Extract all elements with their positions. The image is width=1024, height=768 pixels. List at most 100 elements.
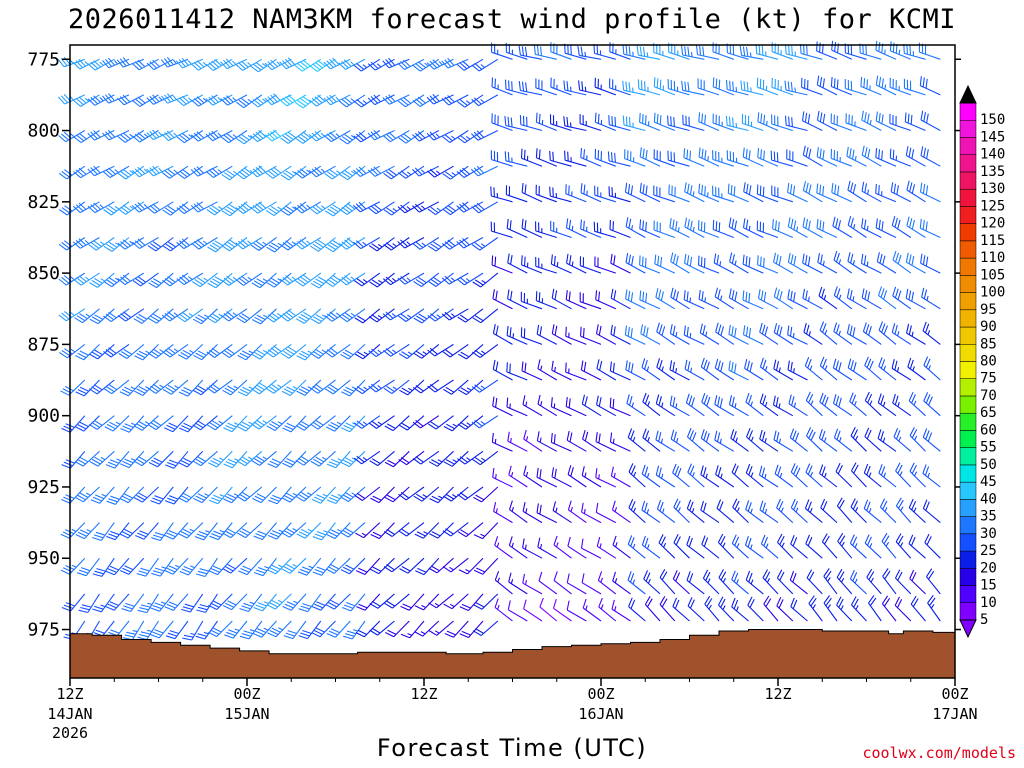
wind-barb bbox=[624, 182, 646, 203]
wind-barb bbox=[628, 463, 646, 488]
wind-barb bbox=[264, 93, 292, 106]
wind-barb bbox=[910, 595, 926, 622]
credit-link[interactable]: coolwx.com/models bbox=[862, 744, 1016, 762]
wind-barb bbox=[763, 595, 779, 622]
wind-barb bbox=[759, 429, 779, 452]
wind-barb bbox=[608, 115, 631, 132]
wind-barb bbox=[565, 218, 587, 238]
wind-barb bbox=[324, 343, 351, 358]
wind-barb bbox=[624, 149, 646, 167]
wind-barb bbox=[890, 182, 912, 203]
wind-barb bbox=[596, 395, 617, 417]
wind-barb bbox=[539, 597, 558, 622]
wind-barb bbox=[836, 568, 853, 595]
wind-barb bbox=[566, 430, 587, 452]
wind-barb bbox=[72, 58, 100, 70]
wind-barb bbox=[309, 415, 336, 430]
wind-barb bbox=[325, 201, 351, 217]
wind-barb bbox=[220, 272, 248, 286]
wind-barb bbox=[799, 43, 823, 60]
wind-barb bbox=[382, 94, 410, 105]
wind-barb bbox=[741, 113, 764, 132]
wind-barb bbox=[522, 538, 543, 559]
wind-barb bbox=[757, 112, 779, 132]
wind-barb bbox=[639, 255, 661, 274]
wind-barb bbox=[283, 620, 307, 640]
wind-barb bbox=[383, 165, 410, 180]
wind-barb bbox=[324, 379, 351, 395]
wind-barb bbox=[370, 557, 395, 575]
wind-barb bbox=[87, 165, 115, 177]
wind-barb bbox=[537, 394, 558, 417]
wind-barb bbox=[414, 593, 440, 611]
wind-barb bbox=[252, 620, 277, 638]
wind-barb bbox=[457, 522, 484, 538]
wind-barb bbox=[472, 308, 499, 324]
chart-title: 2026011412 NAM3KM forecast wind profile … bbox=[67, 4, 957, 35]
wind-barb bbox=[726, 150, 749, 167]
wind-barb bbox=[641, 358, 661, 381]
wind-barb bbox=[790, 534, 808, 559]
wind-barb bbox=[580, 326, 602, 345]
wind-barb bbox=[627, 571, 646, 595]
wind-barb bbox=[369, 593, 395, 609]
wind-barb bbox=[535, 112, 558, 132]
colorbar-label: 20 bbox=[980, 560, 997, 576]
wind-barb bbox=[894, 596, 912, 622]
wind-barb bbox=[819, 464, 838, 488]
wind-barb bbox=[87, 201, 115, 214]
wind-barb bbox=[195, 620, 218, 640]
wind-barb bbox=[132, 130, 159, 143]
colorbar-label: 135 bbox=[980, 164, 1005, 180]
wind-barb bbox=[552, 501, 572, 524]
wind-barb bbox=[492, 467, 513, 488]
wind-barb bbox=[279, 272, 307, 286]
wind-barb bbox=[875, 148, 897, 167]
wind-barb bbox=[88, 379, 115, 395]
wind-barb bbox=[582, 598, 602, 622]
wind-barb bbox=[471, 237, 499, 251]
wind-barb bbox=[131, 201, 159, 213]
wind-barb bbox=[266, 272, 292, 288]
wind-barb bbox=[504, 116, 528, 132]
wind-barb bbox=[279, 57, 307, 70]
wind-barb bbox=[162, 201, 189, 216]
wind-barb bbox=[398, 486, 425, 501]
x-tick-sublabel: 15JAN bbox=[224, 705, 269, 723]
wind-barb bbox=[456, 272, 484, 286]
wind-barb bbox=[340, 343, 366, 360]
wind-barb bbox=[102, 57, 130, 69]
wind-barb bbox=[206, 201, 233, 216]
wind-barb bbox=[667, 79, 690, 96]
wind-barb bbox=[353, 272, 381, 287]
wind-barb bbox=[296, 344, 322, 361]
wind-barb bbox=[683, 148, 705, 167]
wind-barb bbox=[535, 221, 557, 239]
wind-barb bbox=[701, 535, 720, 559]
wind-barb bbox=[804, 499, 823, 524]
wind-barb bbox=[427, 415, 454, 430]
wind-barb bbox=[835, 462, 853, 488]
wind-barb bbox=[610, 466, 631, 488]
colorbar-swatch bbox=[959, 602, 977, 621]
wind-barb bbox=[535, 291, 558, 310]
wind-barb bbox=[492, 396, 513, 417]
x-tick-sublabel: 17JAN bbox=[932, 705, 977, 723]
wind-barb bbox=[845, 113, 867, 132]
wind-barb bbox=[87, 58, 115, 71]
wind-barb bbox=[205, 165, 233, 178]
wind-barb bbox=[742, 290, 764, 310]
wind-barb bbox=[472, 272, 499, 288]
wind-barb bbox=[221, 201, 248, 217]
wind-barb bbox=[235, 201, 263, 215]
wind-barb bbox=[918, 42, 941, 60]
wind-barb bbox=[472, 450, 499, 466]
wind-barb bbox=[922, 464, 941, 488]
wind-barb bbox=[325, 237, 351, 253]
wind-barb bbox=[456, 237, 484, 249]
colorbar-swatch bbox=[959, 188, 977, 207]
wind-barb bbox=[58, 308, 86, 322]
wind-barb bbox=[698, 289, 720, 310]
wind-barb bbox=[323, 94, 351, 106]
